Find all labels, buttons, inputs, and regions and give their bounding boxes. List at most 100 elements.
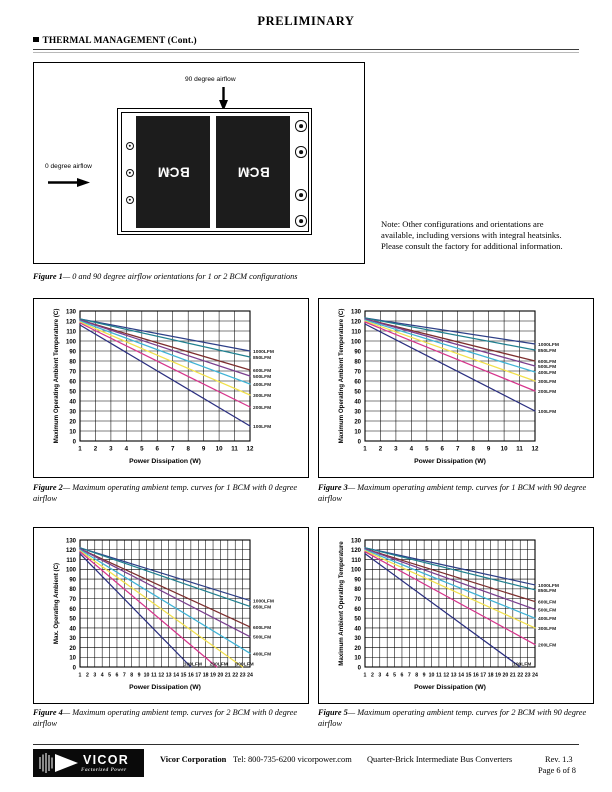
figure4-ylabel: Max. Operating Ambient (C) [53,563,60,644]
figure2-legend-850LFM: 850LFM [253,355,271,361]
figure5-chart: 0 10 20 30 40 50 60 70 80 90 100 110 120 130 1 2 3 4 5 6 7 8 9… [318,527,594,704]
svg-text:40: 40 [69,399,76,405]
footer-revision: Rev. 1.3 [545,755,573,764]
svg-text:70: 70 [354,597,361,603]
figure4-legend-850LFM: 850LFM [253,604,271,610]
svg-text:16: 16 [473,673,479,679]
svg-text:1: 1 [364,673,367,679]
svg-text:7: 7 [408,673,411,679]
svg-text:80: 80 [69,587,76,593]
svg-text:7: 7 [123,673,126,679]
svg-text:13: 13 [166,673,172,679]
mounting-hole-icon [126,142,134,150]
figure5-ylabel: Maximum Ambient Operating Temperature [338,541,345,666]
svg-text:0: 0 [73,665,77,671]
figure4-xlabel: Power Dissipation (W) [129,684,201,691]
svg-text:100: 100 [351,339,362,345]
figure3-caption: Figure 3— Maximum operating ambient temp… [318,483,592,504]
figure5-legend-400LFM: 400LFM [538,616,556,622]
figure4-series-100LFM [79,553,192,668]
svg-text:120: 120 [351,319,362,325]
svg-text:12: 12 [247,446,254,453]
svg-text:30: 30 [69,409,76,415]
bcm-module-1: BCM ™ [136,116,210,228]
svg-text:5: 5 [425,446,429,453]
figure3-series-600LFM [364,318,536,362]
svg-text:21: 21 [225,673,231,679]
svg-text:2: 2 [86,673,89,679]
page-title: PRELIMINARY [257,14,355,28]
svg-text:9: 9 [202,446,206,453]
svg-text:14: 14 [173,673,179,679]
svg-text:0: 0 [73,439,77,445]
figure4-caption: Figure 4— Maximum operating ambient temp… [33,708,307,729]
figure3-legend-400LFM: 400LFM [538,370,556,376]
section-heading: THERMAL MANAGEMENT (Cont.) [33,36,197,46]
svg-text:15: 15 [466,673,472,679]
svg-text:80: 80 [69,359,76,365]
svg-text:2: 2 [379,446,383,453]
section-heading-label: THERMAL MANAGEMENT (Cont.) [42,36,197,46]
airflow-90-label: 90 degree airflow [185,76,236,83]
svg-text:12: 12 [532,446,539,453]
figure5-legend-1000LFM: 1000LFM [538,583,559,589]
figure2-series-100LFM [79,324,251,427]
svg-text:24: 24 [532,673,538,679]
svg-text:10: 10 [144,673,150,679]
svg-text:18: 18 [203,673,209,679]
svg-text:20: 20 [503,673,509,679]
figure2-legend-100LFM: 100LFM [253,424,271,430]
figure3-legend-600LFM: 600LFM [538,359,556,365]
svg-text:8: 8 [415,673,418,679]
footer-page: Page 6 of 8 [538,766,576,775]
svg-text:40: 40 [354,399,361,405]
svg-text:11: 11 [516,446,523,453]
figure3-chart: 0 10 20 30 40 50 60 70 80 90 100 110 120 130 1 2 3 4 5 6 7 8 9… [318,298,594,478]
vicor-logo-tagline: Factorized Power [81,767,127,773]
svg-text:8: 8 [471,446,475,453]
figure5-series-300LFM [364,550,536,629]
svg-text:6: 6 [156,446,160,453]
svg-text:1: 1 [79,673,82,679]
svg-text:1: 1 [78,446,82,453]
svg-text:22: 22 [517,673,523,679]
figure3-series-850LFM [364,317,536,351]
svg-text:4: 4 [101,673,104,679]
svg-text:3: 3 [93,673,96,679]
footer-contact[interactable]: Tel: 800-735-6200 vicorpower.com [233,755,352,764]
svg-text:50: 50 [354,389,361,395]
svg-text:20: 20 [69,419,76,425]
figure4-series-1000LFM [79,547,251,602]
svg-text:19: 19 [210,673,216,679]
svg-text:23: 23 [240,673,246,679]
svg-text:4: 4 [386,673,389,679]
figure2-ylabel: Maximum Operating Ambient Temperature (C… [53,309,60,444]
figure3-legend-200LFM: 200LFM [538,389,556,395]
svg-text:100: 100 [66,339,77,345]
svg-text:130: 130 [351,538,362,544]
svg-text:0: 0 [358,665,362,671]
svg-text:110: 110 [351,558,361,564]
mounting-hole-icon [295,146,307,158]
figure5-series-100LFM [364,553,521,668]
svg-text:130: 130 [66,309,77,315]
bcm-module-1-label: BCM [156,164,190,180]
svg-text:20: 20 [218,673,224,679]
figure2-caption-text: — Maximum operating ambient temp. curves… [33,483,298,503]
figure2-legend-500LFM: 500LFM [253,374,271,380]
figure3-legend-300LFM: 300LFM [538,379,556,385]
svg-text:50: 50 [354,617,361,623]
svg-text:2: 2 [371,673,374,679]
svg-text:5: 5 [393,673,396,679]
svg-text:10: 10 [69,429,76,435]
svg-text:7: 7 [171,446,175,453]
svg-text:11: 11 [436,673,442,679]
figure3-caption-text: — Maximum operating ambient temp. curves… [318,483,587,503]
svg-text:17: 17 [480,673,486,679]
figure5-xlabel: Power Dissipation (W) [414,684,486,691]
svg-text:12: 12 [443,673,449,679]
figure5-legend-850LFM: 850LFM [538,588,556,594]
svg-text:5: 5 [140,446,144,453]
